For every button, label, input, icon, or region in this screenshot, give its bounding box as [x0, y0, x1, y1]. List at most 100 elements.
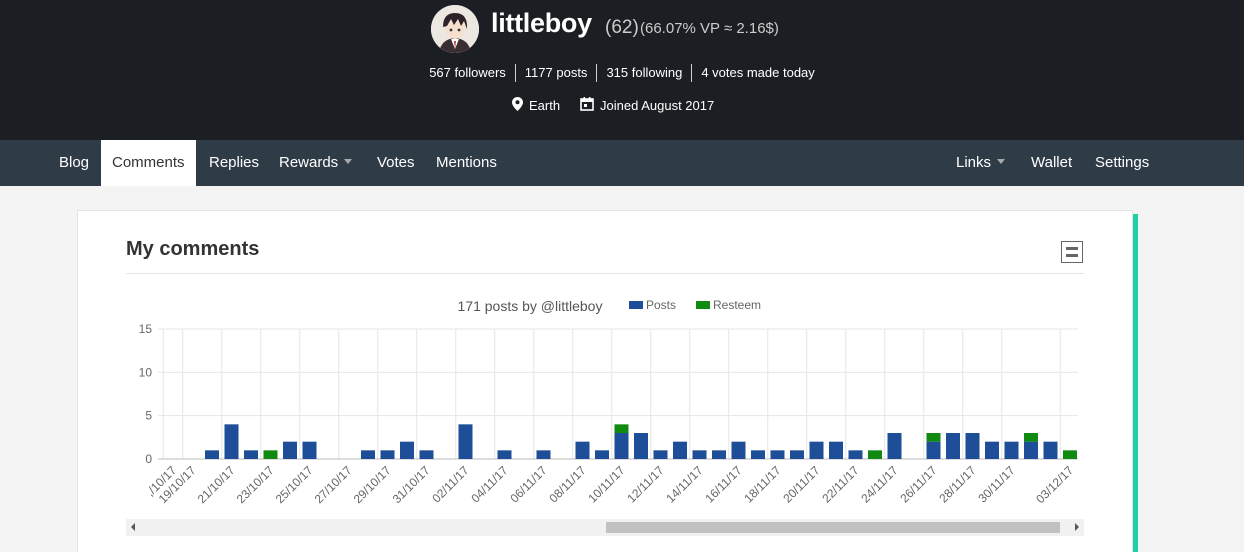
- location-text: Earth: [529, 98, 561, 113]
- bar-posts: [361, 450, 375, 459]
- x-tick-label: 16/11/17: [702, 463, 745, 506]
- x-tick-label: 29/10/17: [351, 463, 394, 506]
- x-tick-label: 26/11/17: [897, 463, 940, 506]
- x-tick-label: 24/11/17: [858, 463, 901, 506]
- bar-posts: [400, 441, 414, 459]
- scroll-right-icon[interactable]: [1075, 523, 1079, 531]
- card-title: My comments: [126, 238, 260, 260]
- reputation: (62): [605, 17, 639, 38]
- bar-posts: [790, 450, 804, 459]
- tab-wallet[interactable]: Wallet: [1031, 154, 1073, 171]
- x-tick-label: 03/12/17: [1033, 463, 1076, 506]
- comments-card: My comments 171 posts by @littleboy Posts…: [77, 210, 1133, 552]
- bar-posts: [653, 450, 668, 459]
- bar-posts: [536, 450, 551, 459]
- bar-posts: [244, 450, 258, 459]
- bar-posts: [770, 450, 785, 459]
- bar-posts: [458, 424, 473, 459]
- bar-posts: [731, 441, 746, 459]
- calendar-icon: [580, 97, 594, 114]
- x-tick-label: 23/10/17: [234, 463, 277, 506]
- bar-resteem: [868, 450, 882, 459]
- tab-mentions[interactable]: Mentions: [436, 154, 497, 171]
- bar-posts: [809, 441, 824, 459]
- legend-label: Posts: [646, 298, 676, 312]
- x-tick-label: 22/11/17: [819, 463, 862, 506]
- tab-links[interactable]: Links: [945, 140, 1016, 186]
- tab-blog[interactable]: Blog: [59, 154, 90, 171]
- bar-posts: [205, 450, 219, 459]
- comments-chart: 171 posts by @littleboy Posts Resteem 0 5 10 1…: [139, 298, 1078, 506]
- bar-posts: [926, 441, 941, 459]
- y-tick-label: 15: [139, 322, 153, 336]
- bar-posts: [634, 433, 648, 459]
- legend-swatch: [696, 301, 710, 309]
- bar-posts: [985, 441, 999, 459]
- y-tick-label: 0: [145, 452, 152, 466]
- x-tick-label: 30/11/17: [975, 463, 1018, 506]
- bar-posts: [283, 441, 297, 459]
- bar-posts: [614, 433, 629, 459]
- bar-posts: [829, 441, 843, 459]
- scrollbar-thumb[interactable]: [606, 522, 1060, 533]
- bar-posts: [497, 450, 512, 459]
- tab-comments[interactable]: Comments: [101, 140, 196, 186]
- bar-resteem: [1063, 450, 1077, 459]
- username[interactable]: littleboy: [491, 8, 592, 38]
- location: Earth: [512, 97, 560, 114]
- joined-date: Joined August 2017: [580, 97, 714, 114]
- bar-posts: [965, 433, 980, 459]
- bar-posts: [848, 450, 863, 459]
- bar-resteem: [263, 450, 278, 459]
- x-tick-label: 02/11/17: [429, 463, 472, 506]
- bar-posts: [575, 441, 590, 459]
- y-tick-label: 10: [139, 365, 153, 379]
- bar-posts: [946, 433, 960, 459]
- x-tick-label: 18/11/17: [741, 463, 784, 506]
- tab-replies[interactable]: Replies: [209, 154, 260, 171]
- x-tick-label: 25/10/17: [273, 463, 316, 506]
- x-tick-label: 21/10/17: [195, 463, 238, 506]
- tab-rewards[interactable]: Rewards: [268, 140, 363, 186]
- bar-posts: [380, 450, 395, 459]
- bar-resteem: [1024, 433, 1038, 442]
- profile-header: littleboy (62) (66.07% VP ≈ 2.16$) 567 f…: [0, 0, 1244, 140]
- profile-stats: 567 followers 1177 posts 315 following 4…: [0, 64, 1244, 82]
- x-tick-label: 12/11/17: [624, 463, 667, 506]
- chevron-down-icon: [344, 159, 353, 164]
- joined-text: Joined August 2017: [600, 98, 715, 113]
- bar-posts: [887, 433, 902, 459]
- bar-posts: [692, 450, 707, 459]
- accent-bar: [1133, 214, 1138, 552]
- bar-posts: [1043, 441, 1058, 459]
- x-tick-label: 20/11/17: [780, 463, 823, 506]
- avatar[interactable]: [431, 5, 479, 53]
- tab-settings[interactable]: Settings: [1095, 154, 1150, 171]
- chart-scrollbar[interactable]: [126, 519, 1084, 536]
- panel-toggle-icon[interactable]: [1061, 241, 1083, 263]
- bar-posts: [751, 450, 765, 459]
- following-count[interactable]: 315 following: [597, 64, 693, 82]
- tab-votes[interactable]: Votes: [377, 154, 415, 171]
- x-tick-label: 14/11/17: [663, 463, 706, 506]
- voting-power: (66.07% VP ≈ 2.16$): [640, 20, 779, 37]
- chevron-down-icon: [997, 159, 1006, 164]
- bar-posts: [1004, 441, 1019, 459]
- x-tick-label: 10/11/17: [585, 463, 628, 506]
- card-divider: [126, 273, 1084, 274]
- y-tick-label: 5: [145, 409, 152, 423]
- x-tick-label: 04/11/17: [468, 463, 511, 506]
- followers-count[interactable]: 567 followers: [420, 64, 516, 82]
- posts-count[interactable]: 1177 posts: [516, 64, 598, 82]
- votes-today: 4 votes made today: [701, 65, 815, 80]
- x-tick-label: 08/11/17: [546, 463, 589, 506]
- bar-posts: [419, 450, 434, 459]
- bar-posts: [302, 441, 317, 459]
- scroll-left-icon[interactable]: [131, 523, 135, 531]
- bar-resteem: [926, 433, 941, 442]
- chart-title: 171 posts by @littleboy: [458, 298, 603, 314]
- bar-posts: [224, 424, 239, 459]
- x-tick-label: 27/10/17: [312, 463, 355, 506]
- bar-posts: [712, 450, 726, 459]
- tab-rewards-label: Rewards: [279, 154, 339, 171]
